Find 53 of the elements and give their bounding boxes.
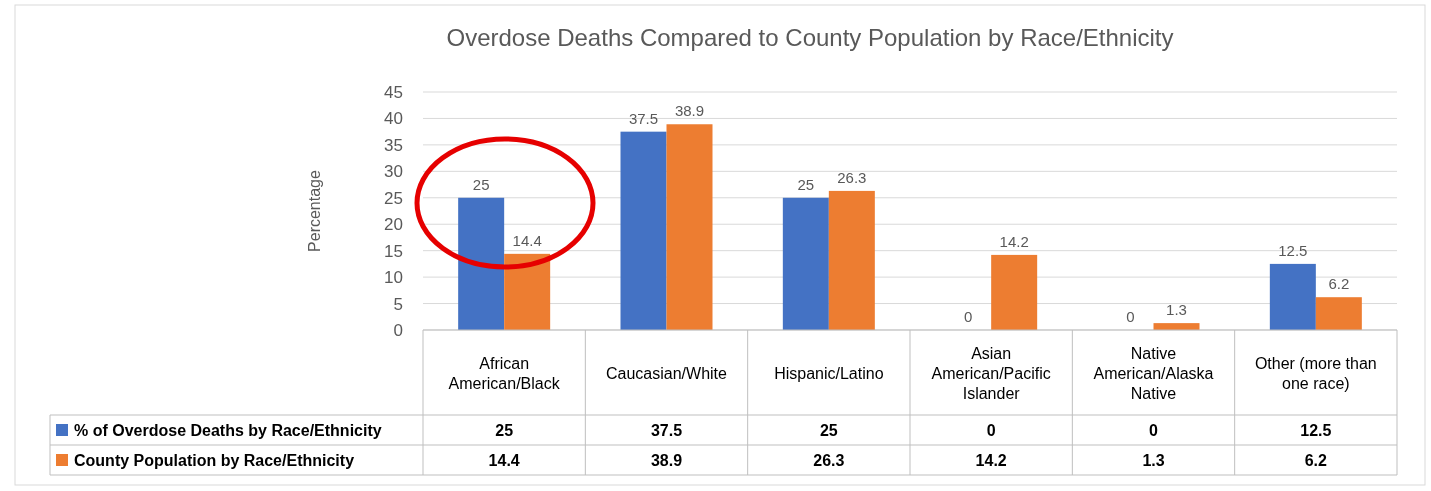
legend-label: County Population by Race/Ethnicity (74, 452, 355, 469)
y-tick-label: 35 (384, 135, 403, 155)
data-label: 12.5 (1300, 422, 1332, 439)
annotation: 38.9 (674, 102, 705, 120)
y-tick-label: 40 (384, 109, 403, 129)
annotation: 14.4 (512, 231, 542, 249)
y-tick-label: 0 (393, 321, 403, 340)
annotation: 14.2 (999, 232, 1029, 250)
data-label: 0 (1149, 422, 1159, 439)
x-tick-label: African American/Black (448, 354, 561, 392)
y-tick-label: 10 (384, 268, 403, 288)
x-tick-label: Asian American/Pacific Islander (931, 344, 1051, 402)
data-label: 26.3 (813, 452, 845, 469)
data-label: 1.3 (1142, 452, 1165, 469)
y-axis-title: Percentage (306, 169, 323, 252)
x-tick-label: Hispanic/Latino (774, 364, 884, 382)
annotation: 26.3 (837, 168, 867, 186)
y-tick-label: 20 (384, 215, 403, 235)
y-tick-label: 25 (384, 188, 403, 208)
data-label: 37.5 (650, 422, 683, 439)
annotation: 25 (472, 175, 490, 193)
x-tick-label: Caucasian/White (606, 364, 728, 382)
bar (782, 197, 829, 330)
annotation: 12.5 (1278, 241, 1308, 259)
annotation: 1.3 (1166, 301, 1187, 319)
annotation: 25 (797, 175, 815, 193)
annotation: 37.5 (628, 109, 659, 127)
legend-label: % of Overdose Deaths by Race/Ethnicity (74, 422, 382, 439)
x-tick-label: Other (more than one race) (1254, 354, 1377, 392)
data-label: 6.2 (1304, 452, 1328, 469)
y-tick-label: 5 (393, 294, 403, 314)
bar (1269, 263, 1316, 330)
annotation: 0 (1126, 308, 1135, 325)
chart-title: Overdose Deaths Compared to County Population by Race/Ethnicity (446, 24, 1174, 51)
data-label: 14.4 (488, 452, 520, 469)
bar (991, 254, 1038, 330)
x-tick-label: Native American/Alaska Native (1093, 344, 1214, 402)
annotation: 6.2 (1328, 275, 1350, 293)
data-label: 38.9 (650, 452, 683, 469)
y-tick-label: 30 (384, 162, 403, 182)
bar (458, 197, 505, 330)
y-tick-label: 15 (384, 241, 403, 261)
y-tick-label: 45 (384, 83, 403, 102)
bar (828, 190, 875, 330)
bar (666, 124, 713, 330)
data-label: 25 (495, 422, 514, 439)
data-label: 0 (986, 422, 996, 439)
data-label: 25 (819, 422, 838, 439)
bar (504, 253, 551, 330)
bar (620, 131, 667, 330)
bar (1315, 297, 1362, 330)
data-label: 14.2 (975, 452, 1007, 469)
annotation: 0 (963, 308, 973, 325)
